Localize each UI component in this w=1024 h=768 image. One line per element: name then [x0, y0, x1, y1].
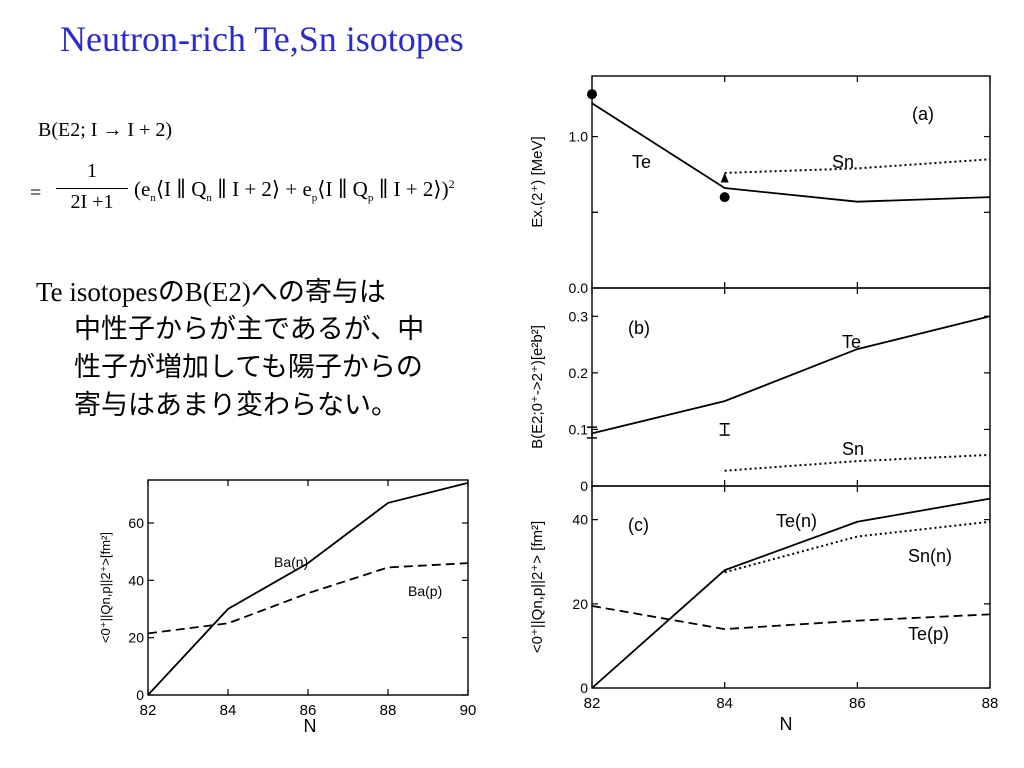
- series-line-ten: [591, 497, 991, 689]
- series-line-ban: [147, 481, 469, 696]
- series-label: Ba(p): [408, 583, 442, 599]
- x-tick-label: 90: [460, 702, 477, 719]
- x-tick-label: 86: [849, 695, 866, 712]
- series-label: Te: [632, 152, 651, 172]
- series-label: Te: [842, 332, 861, 352]
- y-tick-label: 20: [128, 630, 144, 646]
- y-axis-label: <0⁺||Qn,p||2⁺>[fm²]: [98, 532, 113, 643]
- y-tick-label: 0.0: [569, 280, 589, 296]
- series-label: Ba(n): [274, 554, 308, 570]
- panel-frame-c: [591, 485, 991, 689]
- x-tick-label: 86: [300, 702, 317, 719]
- formula-denominator: 2I +1: [70, 191, 114, 213]
- y-tick-label: 0.1: [569, 421, 589, 437]
- y-tick-label: 0.2: [569, 365, 589, 381]
- series-label: Te(p): [908, 624, 949, 644]
- panel-label: (a): [912, 104, 934, 124]
- series-line-snn: [724, 520, 991, 574]
- body-text: Te isotopesのB(E2)への寄与は 中性子からが主であるが、中 性子が…: [36, 273, 506, 425]
- formula-body: (en⟨I ∥ Qn ∥ I + 2⟩ + ep⟨I ∥ Qp ∥ I + 2⟩…: [134, 177, 455, 205]
- te-sn-stacked-chart: 0.0 1.0 (a) Te Sn Ex.(2⁺) [MeV] 0 0.1 0.2 0.3 (b) T…: [529, 75, 999, 734]
- ba-isotopes-chart: 0 20 40 60 82 84 86 88 90 Ba(n) Ba(p) <0⁺||Qn,p||2⁺…: [98, 479, 477, 736]
- x-tick-label: 82: [584, 695, 601, 712]
- be2-formula: B(E2; I → I + 2) = 1 2I +1 (en⟨I ∥ Qn ∥ …: [30, 115, 540, 240]
- series-line-te: [591, 315, 991, 435]
- body-text-line: 中性子からが主であるが、中: [74, 314, 425, 345]
- x-axis-label: N: [780, 714, 793, 734]
- y-axis-label: <0⁺||Qn,p||2⁺> [fm²]: [529, 521, 546, 653]
- y-tick-label: 40: [128, 572, 144, 588]
- series-line-te: [591, 102, 991, 203]
- body-text-line: 性子が増加しても陽子からの: [74, 352, 423, 383]
- y-tick-label: 0: [580, 478, 588, 494]
- x-tick-label: 88: [380, 702, 397, 719]
- series-label: Te(n): [776, 511, 817, 531]
- x-tick-label: 84: [716, 695, 733, 712]
- y-tick-label: 1.0: [569, 129, 589, 145]
- x-axis-label: N: [304, 716, 317, 736]
- data-marker-circle: [587, 89, 597, 100]
- y-axis-label: B(E2;0⁺->2⁺)[e²b²]: [529, 325, 546, 449]
- y-tick-label: 0.3: [569, 308, 589, 324]
- panel-label: (b): [628, 318, 650, 338]
- y-axis-label: Ex.(2⁺) [MeV]: [529, 136, 546, 227]
- data-marker-circle: [719, 192, 730, 203]
- series-label: Sn: [832, 152, 854, 172]
- formula-fraction: 1 2I +1: [52, 160, 132, 214]
- y-tick-label: 20: [572, 596, 588, 612]
- slide-title: Neutron-rich Te,Sn isotopes: [60, 19, 464, 59]
- data-marker-triangle: [720, 172, 729, 183]
- fraction-bar: [56, 188, 128, 189]
- x-tick-label: 84: [220, 702, 237, 719]
- x-tick-label: 88: [982, 695, 999, 712]
- body-text-line: 寄与はあまり変わらない。: [74, 390, 398, 421]
- series-line-sn: [724, 453, 991, 472]
- series-label: Sn: [842, 439, 864, 459]
- y-tick-label: 0: [580, 680, 588, 696]
- series-label: Sn(n): [908, 546, 952, 566]
- y-tick-label: 0: [136, 687, 144, 703]
- panel-label: (c): [628, 515, 649, 535]
- formula-equals: =: [30, 182, 42, 204]
- series-line-tep: [591, 605, 991, 630]
- body-text-line: Te isotopesのB(E2)への寄与は: [36, 277, 386, 307]
- series-line-sn: [724, 158, 991, 174]
- panel-frame-b: [591, 287, 991, 487]
- y-tick-label: 40: [572, 512, 588, 528]
- x-tick-label: 82: [140, 702, 157, 719]
- formula-lhs: B(E2; I → I + 2): [38, 119, 173, 141]
- y-tick-label: 60: [128, 515, 144, 531]
- formula-numerator: 1: [87, 160, 97, 182]
